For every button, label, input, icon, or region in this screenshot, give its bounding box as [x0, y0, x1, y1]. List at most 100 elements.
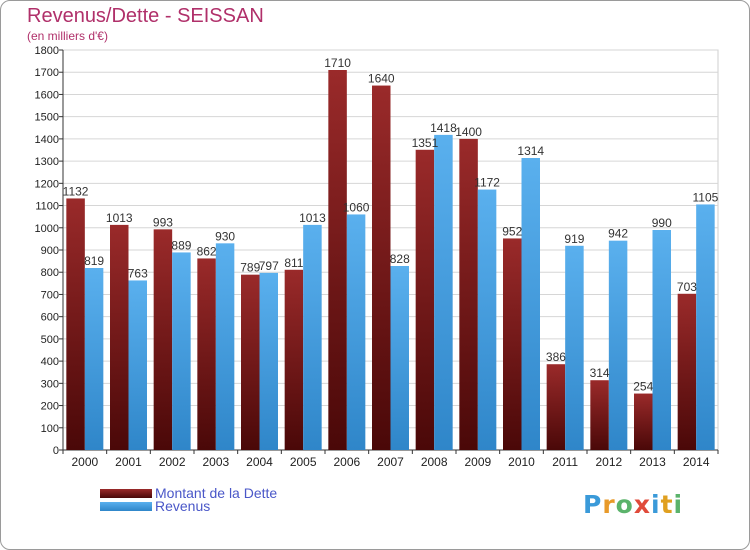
bar-debt-2012: [590, 380, 609, 450]
x-tick-label: 2006: [333, 455, 360, 469]
y-tick-label: 200: [41, 401, 59, 413]
x-tick-label: 2005: [290, 455, 317, 469]
y-tick-label: 1600: [35, 89, 59, 101]
data-label-revenue: 889: [171, 238, 191, 252]
data-label-revenue: 942: [608, 227, 628, 241]
data-label-debt: 862: [197, 244, 217, 258]
y-tick-label: 1300: [35, 156, 59, 168]
x-tick-label: 2000: [71, 455, 98, 469]
bar-revenue-2014: [696, 204, 715, 450]
data-label-debt: 1710: [324, 56, 351, 70]
y-tick-label: 1500: [35, 112, 59, 124]
bar-debt-2007: [372, 85, 391, 451]
chart-subtitle: (en milliers d'€): [27, 29, 108, 43]
y-tick-label: 400: [41, 356, 59, 368]
data-label-debt: 703: [677, 280, 697, 294]
legend-swatch-revenue: [100, 502, 152, 511]
bar-debt-2005: [284, 269, 304, 450]
data-label-revenue: 1314: [517, 144, 544, 158]
data-label-revenue: 930: [215, 229, 235, 243]
bar-debt-2002: [153, 229, 173, 450]
bar-revenue-2009: [477, 189, 497, 451]
data-label-debt: 993: [153, 215, 173, 229]
x-tick-label: 2008: [421, 455, 448, 469]
data-label-revenue: 1060: [343, 200, 370, 214]
legend-label-revenue: Revenus: [155, 498, 211, 514]
bar-debt-2008: [415, 149, 435, 450]
data-label-revenue: 763: [128, 266, 148, 280]
data-label-revenue: 819: [84, 254, 104, 268]
x-tick-label: 2013: [639, 455, 666, 469]
x-tick-label: 2011: [552, 455, 578, 469]
y-tick-label: 1100: [35, 201, 59, 213]
data-label-debt: 1132: [63, 184, 89, 198]
y-tick-label: 1400: [35, 134, 59, 146]
data-label-debt: 811: [284, 256, 303, 270]
y-tick-label: 1000: [35, 223, 59, 235]
y-tick-label: 1800: [35, 45, 59, 57]
y-tick-label: 800: [41, 267, 59, 279]
bar-debt-2004: [241, 274, 260, 450]
legend-swatch-debt: [100, 489, 152, 498]
x-tick-label: 2004: [246, 455, 273, 469]
bar-revenue-2005: [303, 224, 322, 450]
data-label-debt: 314: [590, 366, 610, 380]
data-label-revenue: 990: [652, 216, 672, 230]
bar-debt-2014: [677, 293, 697, 450]
bar-debt-2011: [546, 364, 566, 450]
data-label-debt: 1400: [455, 125, 482, 139]
data-label-revenue: 1013: [299, 211, 326, 225]
bar-revenue-2001: [128, 280, 147, 450]
x-tick-label: 2014: [683, 455, 710, 469]
bar-revenue-2010: [521, 158, 540, 450]
data-label-debt: 386: [546, 350, 566, 364]
chart-title: Revenus/Dette - SEISSAN: [27, 5, 264, 27]
data-label-debt: 254: [633, 380, 653, 394]
data-label-debt: 1351: [412, 136, 439, 150]
y-tick-label: 0: [53, 445, 59, 457]
bar-revenue-2006: [346, 214, 366, 450]
y-tick-label: 1700: [35, 67, 59, 79]
x-tick-label: 2010: [508, 455, 535, 469]
bar-revenue-2007: [390, 266, 409, 450]
proxiti-logo: Proxiti: [583, 490, 684, 519]
data-label-debt: 1013: [106, 211, 133, 225]
y-tick-label: 500: [41, 334, 59, 346]
data-label-revenue: 828: [390, 252, 410, 266]
bar-revenue-2011: [565, 245, 584, 450]
y-tick-label: 700: [41, 289, 59, 301]
bar-revenue-2008: [434, 134, 453, 450]
data-label-revenue: 1105: [693, 190, 719, 204]
y-tick-label: 100: [41, 423, 59, 435]
x-tick-label: 2007: [377, 455, 404, 469]
data-label-revenue: 919: [564, 232, 584, 246]
bar-debt-2000: [66, 198, 85, 450]
x-tick-label: 2003: [202, 455, 229, 469]
bar-debt-2013: [634, 393, 653, 450]
data-label-debt: 952: [502, 224, 522, 238]
bar-revenue-2000: [84, 268, 104, 450]
bar-revenue-2012: [608, 240, 628, 450]
x-tick-label: 2002: [159, 455, 186, 469]
x-tick-label: 2012: [595, 455, 622, 469]
bar-revenue-2013: [652, 230, 671, 450]
bar-debt-2001: [110, 224, 129, 450]
bar-debt-2009: [459, 138, 478, 450]
bar-debt-2006: [328, 70, 347, 450]
bar-revenue-2002: [172, 252, 191, 450]
y-tick-label: 900: [41, 245, 59, 257]
bar-revenue-2003: [215, 243, 235, 450]
data-label-revenue: 1418: [430, 121, 457, 135]
bar-chart: 0 100 200 300 400 500 600 700 800 900 1000 1100 1200…: [35, 45, 719, 469]
data-label-revenue: 797: [259, 259, 279, 273]
data-label-revenue: 1172: [474, 176, 500, 190]
x-tick-label: 2001: [115, 455, 142, 469]
data-label-debt: 789: [240, 261, 260, 275]
bar-revenue-2004: [259, 272, 278, 450]
bar-debt-2003: [197, 258, 216, 450]
bar-debt-2010: [503, 238, 522, 450]
data-label-debt: 1640: [368, 72, 395, 86]
y-tick-label: 1200: [35, 178, 59, 190]
legend-label-debt: Montant de la Dette: [155, 485, 278, 501]
y-tick-label: 600: [41, 312, 59, 324]
